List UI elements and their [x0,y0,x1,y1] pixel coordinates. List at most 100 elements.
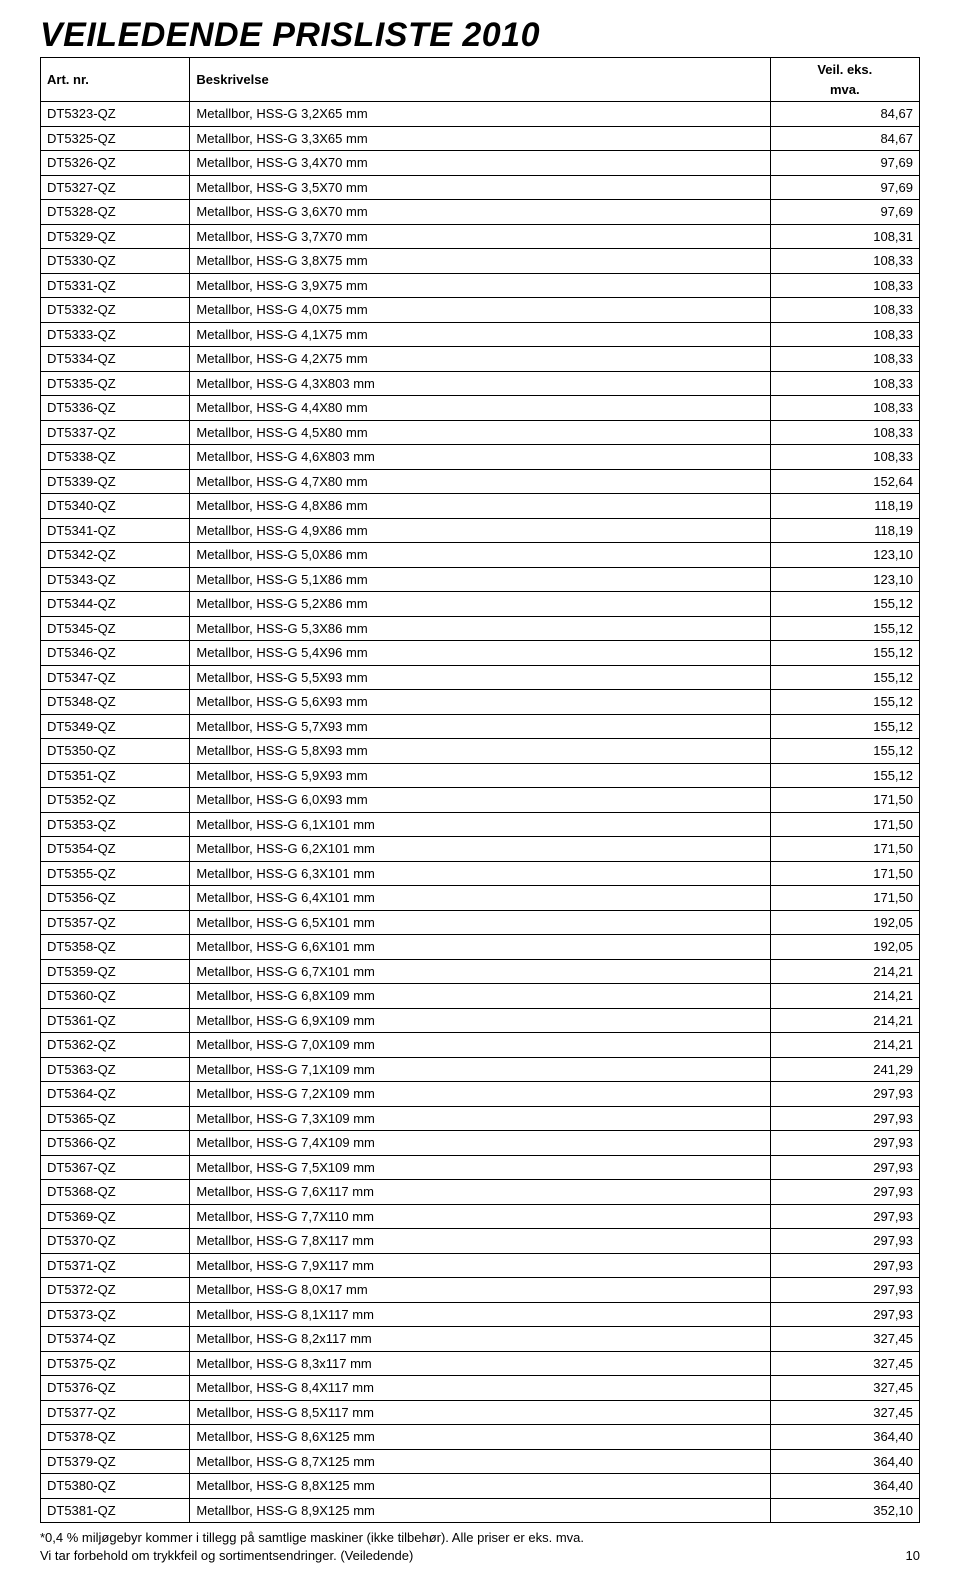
table-row: DT5373-QZMetallbor, HSS-G 8,1X117 mm297,… [41,1302,920,1327]
cell-art: DT5336-QZ [41,396,190,421]
table-row: DT5357-QZMetallbor, HSS-G 6,5X101 mm192,… [41,910,920,935]
cell-desc: Metallbor, HSS-G 6,7X101 mm [190,959,770,984]
cell-desc: Metallbor, HSS-G 3,5X70 mm [190,175,770,200]
cell-art: DT5362-QZ [41,1033,190,1058]
cell-price: 297,93 [770,1155,919,1180]
cell-price: 214,21 [770,959,919,984]
cell-desc: Metallbor, HSS-G 7,3X109 mm [190,1106,770,1131]
cell-price: 364,40 [770,1474,919,1499]
cell-desc: Metallbor, HSS-G 6,5X101 mm [190,910,770,935]
cell-desc: Metallbor, HSS-G 4,6X803 mm [190,445,770,470]
cell-price: 297,93 [770,1180,919,1205]
table-row: DT5361-QZMetallbor, HSS-G 6,9X109 mm214,… [41,1008,920,1033]
cell-desc: Metallbor, HSS-G 4,7X80 mm [190,469,770,494]
cell-desc: Metallbor, HSS-G 8,5X117 mm [190,1400,770,1425]
cell-art: DT5370-QZ [41,1229,190,1254]
table-row: DT5359-QZMetallbor, HSS-G 6,7X101 mm214,… [41,959,920,984]
cell-art: DT5338-QZ [41,445,190,470]
cell-desc: Metallbor, HSS-G 8,3x117 mm [190,1351,770,1376]
cell-price: 152,64 [770,469,919,494]
table-row: DT5376-QZMetallbor, HSS-G 8,4X117 mm327,… [41,1376,920,1401]
cell-price: 108,33 [770,322,919,347]
cell-art: DT5343-QZ [41,567,190,592]
cell-price: 108,33 [770,249,919,274]
cell-price: 155,12 [770,739,919,764]
price-header-top: Veil. eks. [817,62,872,77]
table-row: DT5370-QZMetallbor, HSS-G 7,8X117 mm297,… [41,1229,920,1254]
table-row: DT5358-QZMetallbor, HSS-G 6,6X101 mm192,… [41,935,920,960]
cell-art: DT5345-QZ [41,616,190,641]
cell-price: 97,69 [770,175,919,200]
cell-art: DT5367-QZ [41,1155,190,1180]
table-row: DT5368-QZMetallbor, HSS-G 7,6X117 mm297,… [41,1180,920,1205]
cell-desc: Metallbor, HSS-G 4,5X80 mm [190,420,770,445]
cell-art: DT5369-QZ [41,1204,190,1229]
cell-price: 214,21 [770,1008,919,1033]
page-number: 10 [896,1547,920,1565]
cell-price: 297,93 [770,1082,919,1107]
cell-price: 192,05 [770,910,919,935]
cell-desc: Metallbor, HSS-G 4,9X86 mm [190,518,770,543]
table-row: DT5350-QZMetallbor, HSS-G 5,8X93 mm155,1… [41,739,920,764]
cell-desc: Metallbor, HSS-G 7,6X117 mm [190,1180,770,1205]
table-row: DT5341-QZMetallbor, HSS-G 4,9X86 mm118,1… [41,518,920,543]
cell-price: 171,50 [770,861,919,886]
cell-desc: Metallbor, HSS-G 4,2X75 mm [190,347,770,372]
cell-price: 123,10 [770,567,919,592]
cell-desc: Metallbor, HSS-G 6,0X93 mm [190,788,770,813]
table-row: DT5369-QZMetallbor, HSS-G 7,7X110 mm297,… [41,1204,920,1229]
cell-art: DT5339-QZ [41,469,190,494]
table-row: DT5354-QZMetallbor, HSS-G 6,2X101 mm171,… [41,837,920,862]
cell-price: 214,21 [770,1033,919,1058]
cell-desc: Metallbor, HSS-G 5,5X93 mm [190,665,770,690]
cell-art: DT5372-QZ [41,1278,190,1303]
cell-price: 327,45 [770,1351,919,1376]
cell-desc: Metallbor, HSS-G 8,8X125 mm [190,1474,770,1499]
cell-desc: Metallbor, HSS-G 5,4X96 mm [190,641,770,666]
table-row: DT5374-QZMetallbor, HSS-G 8,2x117 mm327,… [41,1327,920,1352]
cell-price: 155,12 [770,616,919,641]
table-row: DT5371-QZMetallbor, HSS-G 7,9X117 mm297,… [41,1253,920,1278]
table-row: DT5364-QZMetallbor, HSS-G 7,2X109 mm297,… [41,1082,920,1107]
cell-desc: Metallbor, HSS-G 8,0X17 mm [190,1278,770,1303]
cell-desc: Metallbor, HSS-G 3,9X75 mm [190,273,770,298]
table-row: DT5362-QZMetallbor, HSS-G 7,0X109 mm214,… [41,1033,920,1058]
cell-price: 84,67 [770,126,919,151]
cell-price: 327,45 [770,1376,919,1401]
cell-price: 327,45 [770,1400,919,1425]
table-row: DT5346-QZMetallbor, HSS-G 5,4X96 mm155,1… [41,641,920,666]
cell-price: 297,93 [770,1131,919,1156]
table-row: DT5323-QZMetallbor, HSS-G 3,2X65 mm84,67 [41,102,920,127]
cell-price: 171,50 [770,788,919,813]
cell-art: DT5356-QZ [41,886,190,911]
cell-art: DT5328-QZ [41,200,190,225]
table-row: DT5363-QZMetallbor, HSS-G 7,1X109 mm241,… [41,1057,920,1082]
cell-art: DT5365-QZ [41,1106,190,1131]
cell-art: DT5381-QZ [41,1498,190,1523]
price-header-bot: mva. [830,82,860,97]
table-row: DT5339-QZMetallbor, HSS-G 4,7X80 mm152,6… [41,469,920,494]
cell-price: 171,50 [770,812,919,837]
table-row: DT5377-QZMetallbor, HSS-G 8,5X117 mm327,… [41,1400,920,1425]
cell-art: DT5357-QZ [41,910,190,935]
cell-desc: Metallbor, HSS-G 4,4X80 mm [190,396,770,421]
cell-art: DT5378-QZ [41,1425,190,1450]
cell-desc: Metallbor, HSS-G 4,1X75 mm [190,322,770,347]
cell-art: DT5353-QZ [41,812,190,837]
cell-price: 108,33 [770,396,919,421]
cell-price: 118,19 [770,518,919,543]
cell-price: 108,33 [770,298,919,323]
cell-art: DT5334-QZ [41,347,190,372]
cell-desc: Metallbor, HSS-G 4,3X803 mm [190,371,770,396]
cell-desc: Metallbor, HSS-G 7,4X109 mm [190,1131,770,1156]
cell-price: 108,33 [770,420,919,445]
cell-desc: Metallbor, HSS-G 5,8X93 mm [190,739,770,764]
cell-desc: Metallbor, HSS-G 8,6X125 mm [190,1425,770,1450]
cell-art: DT5346-QZ [41,641,190,666]
cell-price: 108,33 [770,371,919,396]
table-row: DT5334-QZMetallbor, HSS-G 4,2X75 mm108,3… [41,347,920,372]
footer-line2: Vi tar forbehold om trykkfeil og sortime… [40,1547,584,1565]
cell-art: DT5374-QZ [41,1327,190,1352]
table-row: DT5349-QZMetallbor, HSS-G 5,7X93 mm155,1… [41,714,920,739]
cell-price: 108,31 [770,224,919,249]
